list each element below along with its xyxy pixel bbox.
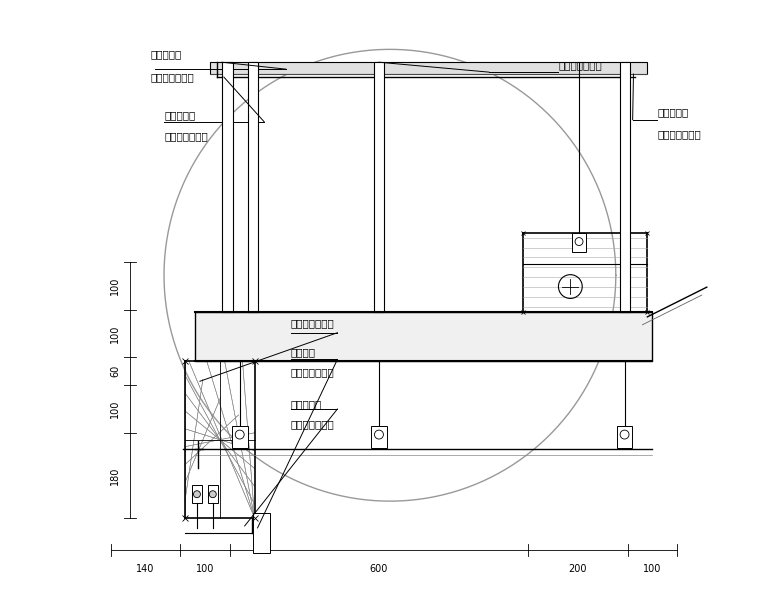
- Text: 100: 100: [110, 277, 120, 295]
- Text: 白色乳胶漆饰面: 白色乳胶漆饰面: [150, 72, 194, 82]
- Text: 木龙骨防火处理: 木龙骨防火处理: [559, 60, 602, 70]
- Text: 木龙骨防火处理: 木龙骨防火处理: [291, 318, 334, 328]
- Bar: [371, 426, 387, 448]
- Text: 白色乳胶漆饰面: 白色乳胶漆饰面: [657, 129, 701, 140]
- Text: 100: 100: [110, 324, 120, 342]
- Text: 白色乳胶漆饰面: 白色乳胶漆饰面: [164, 132, 207, 141]
- Text: 200: 200: [568, 564, 587, 574]
- Circle shape: [194, 490, 201, 498]
- Text: 100: 100: [110, 400, 120, 419]
- Text: 白色乳胶漆饰面: 白色乳胶漆饰面: [291, 419, 334, 429]
- Text: 140: 140: [136, 564, 154, 574]
- Circle shape: [209, 490, 217, 498]
- Bar: [572, 233, 586, 252]
- Bar: [192, 485, 202, 503]
- Bar: [616, 426, 632, 448]
- Bar: [252, 513, 271, 553]
- Text: 纸面石膏板: 纸面石膏板: [150, 50, 182, 59]
- Bar: [232, 426, 248, 448]
- Text: 实木线条: 实木线条: [291, 347, 316, 358]
- Bar: [248, 62, 258, 312]
- Text: 100: 100: [196, 564, 214, 574]
- Text: 180: 180: [110, 466, 120, 484]
- Bar: [207, 485, 218, 503]
- Text: 600: 600: [370, 564, 388, 574]
- Text: 石膏顶槽线: 石膏顶槽线: [657, 107, 689, 117]
- Bar: [374, 62, 384, 312]
- Bar: [222, 62, 233, 312]
- Bar: [195, 312, 652, 361]
- Text: 60: 60: [110, 365, 120, 378]
- Text: 石膏顶槽线: 石膏顶槽线: [164, 110, 195, 120]
- Bar: [210, 62, 648, 74]
- Text: 白色乳胶漆饰面: 白色乳胶漆饰面: [291, 367, 334, 378]
- Text: 纸面石膏板: 纸面石膏板: [291, 399, 322, 409]
- Bar: [619, 62, 631, 312]
- Text: 100: 100: [643, 564, 661, 574]
